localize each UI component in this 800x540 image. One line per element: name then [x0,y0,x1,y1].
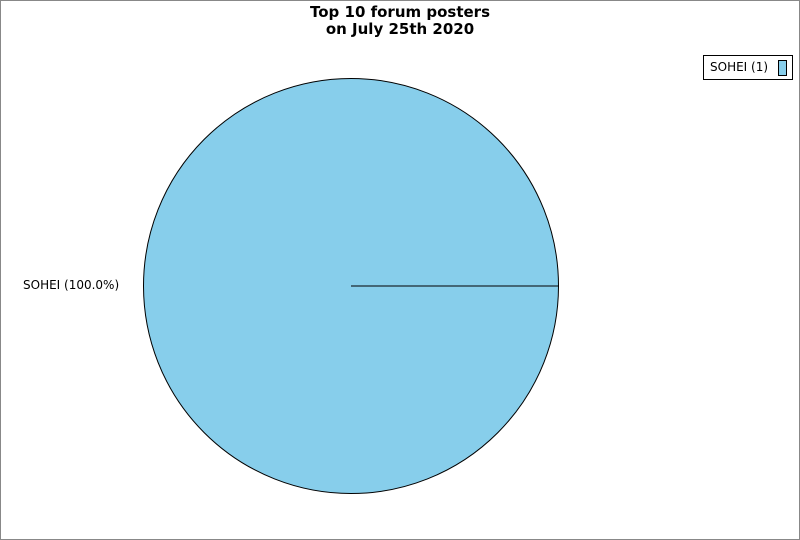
slice-label-sohei: SOHEI (100.0%) [23,278,120,292]
legend: SOHEI (1) [703,55,793,80]
legend-swatch-sohei [778,60,787,76]
chart-title-line-1: Top 10 forum posters [310,3,490,21]
legend-entry-sohei: SOHEI (1) [710,60,769,74]
chart-title-line-2: on July 25th 2020 [325,20,475,38]
